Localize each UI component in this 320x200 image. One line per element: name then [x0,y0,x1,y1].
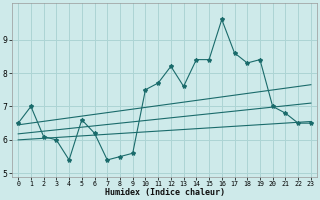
X-axis label: Humidex (Indice chaleur): Humidex (Indice chaleur) [105,188,225,197]
